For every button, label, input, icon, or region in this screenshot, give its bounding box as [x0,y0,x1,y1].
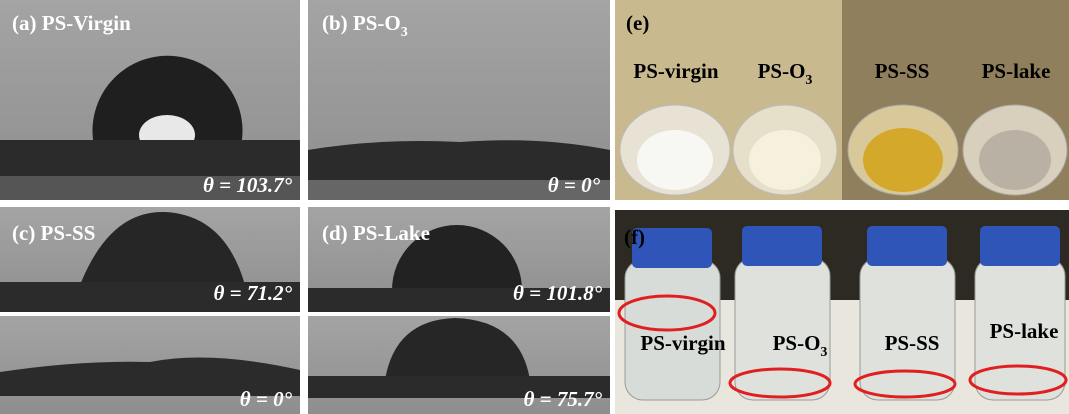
panel-e: (e) PS-virgin PS-O3 PS-SS PS-lake [615,0,1069,200]
panel-label: (c) PS-SS [12,221,95,245]
panel-label: (a) PS-Virgin [12,11,131,35]
label-text: PS-O [758,59,806,83]
contact-angle: θ = 103.7° [203,173,293,197]
panel-label: (d) PS-Lake [322,221,430,245]
panel-d: (d) PS-Lake θ = 101.8° θ = 75.7° [308,207,610,414]
sample-label: PS-virgin [633,59,718,83]
panel-f: (f) PS-virgin PS-O3 PS-SS PS-lake [615,210,1069,414]
panel-c: (c) PS-SS θ = 71.2° θ = 0° [0,207,300,414]
contact-angle: θ = 0° [548,173,601,197]
contact-angle: θ = 0° [240,387,293,411]
panel-a: (a) PS-Virgin θ = 103.7° [0,0,300,200]
panel-label: (f) [624,225,645,249]
panel-b: (b) PS-O3 θ = 0° [308,0,610,200]
label-text: (b) PS-O [322,11,401,35]
sample-label: PS-virgin [640,331,725,355]
label-text: PS-O [773,331,821,355]
sample-label: PS-SS [875,59,930,83]
panel-label: (e) [626,11,649,35]
label-sub: 3 [820,345,827,360]
label-sub: 3 [805,73,812,88]
label-sub: 3 [401,25,408,40]
contact-angle: θ = 75.7° [523,387,602,411]
substrate [0,140,300,176]
sample-label: PS-SS [885,331,940,355]
contact-angle: θ = 101.8° [513,281,603,305]
sample-label: PS-lake [990,319,1059,343]
page: (a) PS-Virgin θ = 103.7° (b) PS-O3 θ = 0… [0,0,1069,414]
figure: (a) PS-Virgin θ = 103.7° (b) PS-O3 θ = 0… [0,0,1069,414]
sample-label: PS-lake [982,59,1051,83]
contact-angle: θ = 71.2° [213,281,292,305]
